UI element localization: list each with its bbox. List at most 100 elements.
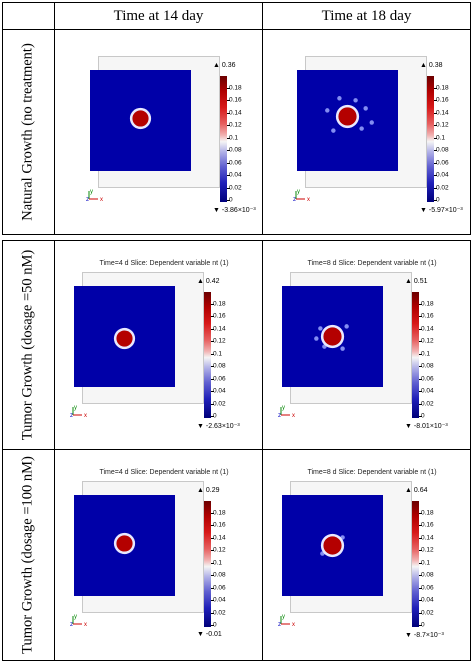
colorbar-max-label: ▲ 0.29 — [197, 487, 220, 494]
axis-label: z — [293, 197, 296, 202]
colorbar-tick-label: 0.06 — [229, 159, 242, 167]
concentration-field-plot — [282, 286, 383, 387]
axis-triad-icon: yz x — [70, 614, 87, 627]
tumor-core — [116, 535, 133, 552]
colorbar — [220, 76, 227, 202]
colorbar-min-label: ▼ -5.97×10⁻³ — [420, 207, 463, 214]
colorbar-ticks: 0.18 0.16 0.14 0.12 0.1 0.08 0.06 0.04 0.02 0 — [227, 76, 269, 204]
axis-label: y — [282, 614, 285, 620]
colorbar-tick-label: 0 — [213, 621, 217, 629]
colorbar-tick-mark — [211, 416, 214, 417]
colorbar-min-label: ▼ -8.7×10⁻³ — [405, 632, 444, 639]
colorbar-tick-label: 0.06 — [436, 159, 449, 167]
axis-label: z — [86, 197, 89, 202]
colorbar-tick-label: 0.08 — [421, 362, 434, 370]
row-divider — [2, 449, 471, 450]
tumor-satellite-spot — [363, 106, 368, 111]
colorbar-tick-mark — [211, 575, 214, 577]
axis-triad-icon: yz x — [70, 405, 87, 418]
sim-panel: Time=4 d Slice: Dependent variable nt (1… — [64, 461, 264, 656]
axis-label: x — [292, 622, 295, 627]
axis-label: z — [70, 622, 73, 627]
column-header-day14: Time at 14 day — [113, 8, 204, 24]
table-border-right-2 — [470, 240, 471, 661]
tumor-satellite-spot — [359, 126, 364, 131]
colorbar-tick-label: 0.16 — [213, 521, 226, 529]
colorbar-tick-mark — [211, 341, 214, 343]
colorbar-tick-mark — [419, 600, 422, 602]
colorbar-tick-mark — [211, 378, 214, 380]
tumor-core — [132, 110, 149, 127]
colorbar-tick-label: 0.04 — [421, 387, 434, 395]
colorbar-tick-label: 0.1 — [436, 134, 446, 142]
colorbar-tick-mark — [227, 100, 230, 102]
colorbar-tick-mark — [211, 353, 214, 355]
colorbar-tick-mark — [434, 112, 437, 114]
colorbar — [412, 501, 419, 627]
label-col-divider-2 — [54, 240, 55, 661]
colorbar-tick-label: 0.12 — [421, 337, 434, 345]
colorbar-tick-label: 0.02 — [213, 609, 226, 617]
colorbar-tick-label: 0.14 — [213, 534, 226, 542]
colorbar-tick-mark — [419, 366, 422, 368]
colorbar — [204, 501, 211, 627]
colorbar-tick-mark — [211, 366, 214, 368]
colorbar-tick-mark — [419, 587, 422, 589]
colorbar-tick-mark — [211, 537, 214, 539]
colorbar-ticks: 0.18 0.16 0.14 0.12 0.1 0.08 0.06 0.04 0.02 0 — [419, 292, 461, 420]
row-label-text: Tumor Growth (dosage =100 nM) — [19, 456, 36, 654]
axis-label: x — [307, 197, 310, 202]
colorbar-tick-label: 0 — [421, 621, 425, 629]
colorbar-ticks: 0.18 0.16 0.14 0.12 0.1 0.08 0.06 0.04 0.02 0 — [211, 292, 253, 420]
colorbar-tick-mark — [434, 125, 437, 127]
row-label-text: Tumor Growth (dosage =50 nM) — [19, 249, 36, 441]
sim-panel: Time=8 d Slice: Dependent variable nt (1… — [272, 252, 472, 447]
colorbar-ticks: 0.18 0.16 0.14 0.12 0.1 0.08 0.06 0.04 0.02 0 — [434, 76, 474, 204]
axis-label: x — [84, 413, 87, 418]
colorbar-tick-label: 0.14 — [421, 325, 434, 333]
colorbar-tick-mark — [434, 100, 437, 102]
axis-label: y — [74, 614, 77, 620]
colorbar-tick-mark — [211, 625, 214, 626]
colorbar-tick-label: 0.16 — [213, 312, 226, 320]
colorbar-tick-label: 0.16 — [436, 96, 449, 104]
sim-panel: y z x ▲ 0.36 0.18 0.16 0.14 0.12 0.1 0.08 0.06 0.04… — [80, 36, 280, 231]
colorbar-tick-label: 0.1 — [421, 559, 431, 567]
tumor-satellite-spot — [314, 336, 319, 341]
col-divider — [262, 2, 263, 234]
axis-label: y — [90, 189, 93, 195]
colorbar-tick-mark — [211, 587, 214, 589]
colorbar-tick-label: 0.08 — [213, 362, 226, 370]
colorbar-tick-label: 0.12 — [213, 546, 226, 554]
tumor-core — [323, 327, 342, 346]
colorbar-tick-label: 0.16 — [229, 96, 242, 104]
colorbar-tick-mark — [227, 150, 230, 152]
tumor-satellite-spot — [331, 128, 336, 133]
colorbar-tick-mark — [419, 304, 422, 305]
concentration-field-plot — [74, 495, 175, 596]
slice-caption: Time=8 d Slice: Dependent variable nt (1… — [307, 469, 437, 476]
colorbar-ticks: 0.18 0.16 0.14 0.12 0.1 0.08 0.06 0.04 0.02 0 — [419, 501, 461, 629]
colorbar-tick-mark — [419, 562, 422, 564]
colorbar-tick-label: 0.14 — [229, 109, 242, 117]
axis-triad-icon: yz x — [293, 189, 310, 202]
axis-label: z — [70, 413, 73, 418]
slice-caption: Time=4 d Slice: Dependent variable nt (1… — [99, 469, 229, 476]
colorbar-tick-mark — [419, 525, 422, 527]
colorbar-tick-mark — [434, 187, 437, 189]
colorbar-tick-mark — [419, 391, 422, 393]
colorbar-min-label: ▼ -2.63×10⁻³ — [197, 423, 240, 430]
axis-label: x — [84, 622, 87, 627]
label-col-divider — [54, 2, 55, 234]
colorbar-tick-label: 0.12 — [436, 121, 449, 129]
colorbar-tick-mark — [211, 403, 214, 405]
colorbar-tick-mark — [211, 562, 214, 564]
colorbar — [204, 292, 211, 418]
colorbar-tick-label: 0.1 — [213, 350, 223, 358]
colorbar-max-label: ▲ 0.38 — [420, 62, 443, 69]
colorbar-tick-mark — [227, 137, 230, 139]
axis-label: y — [74, 405, 77, 411]
tumor-satellite-spot — [344, 324, 349, 329]
colorbar — [412, 292, 419, 418]
colorbar-max-label: ▲ 0.51 — [405, 278, 428, 285]
